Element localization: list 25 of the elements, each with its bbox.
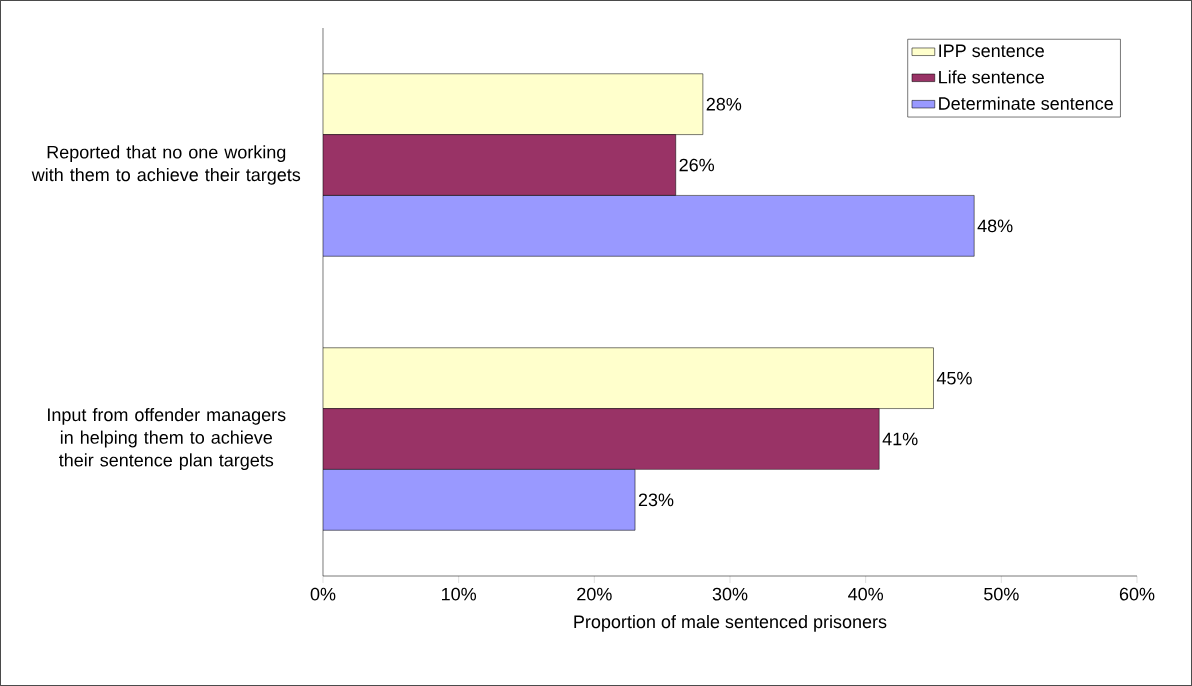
x-tick-label: 20% xyxy=(577,587,612,601)
bar xyxy=(323,134,676,196)
data-label: 28% xyxy=(706,97,742,111)
data-label: 26% xyxy=(679,158,715,172)
legend-label: Life sentence xyxy=(939,70,1044,84)
x-tick-label: 10% xyxy=(442,587,477,601)
data-label: 45% xyxy=(936,371,972,385)
bar xyxy=(323,408,880,470)
x-tick-label: 30% xyxy=(712,587,748,601)
data-label: 41% xyxy=(882,432,918,446)
y-tick-label: Reported that no one working with them to achieve their targets xyxy=(31,145,301,185)
x-axis-title: Proportion of male sentenced prisoners xyxy=(574,614,887,632)
bar xyxy=(323,73,704,135)
x-tick-label: 60% xyxy=(1119,587,1155,601)
bar xyxy=(323,195,975,257)
x-tick-label: 50% xyxy=(984,587,1019,601)
data-label: 48% xyxy=(977,219,1013,233)
x-tick-label: 40% xyxy=(848,587,884,601)
data-label: 23% xyxy=(638,493,674,507)
bar xyxy=(323,347,934,409)
legend-label: IPP sentence xyxy=(939,44,1044,58)
bar xyxy=(323,469,636,531)
y-tick-label: Input from offender managers in helping them to achieve their sentence plan targets xyxy=(48,407,286,471)
legend-label: Determinate sentence xyxy=(939,96,1113,110)
x-tick-label: 0% xyxy=(310,587,336,601)
